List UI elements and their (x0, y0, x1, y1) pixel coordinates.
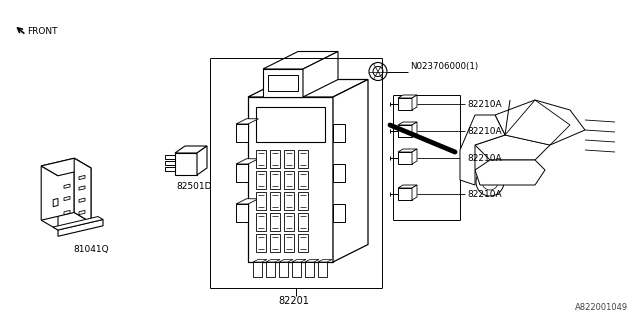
Polygon shape (460, 115, 505, 185)
Polygon shape (412, 185, 417, 200)
Polygon shape (79, 175, 85, 180)
Polygon shape (333, 164, 345, 182)
Polygon shape (305, 262, 314, 277)
Polygon shape (236, 159, 259, 164)
Polygon shape (236, 124, 248, 142)
Polygon shape (398, 95, 417, 98)
Polygon shape (298, 213, 308, 231)
Polygon shape (305, 260, 319, 262)
Polygon shape (333, 79, 368, 262)
Polygon shape (175, 153, 197, 175)
Polygon shape (263, 52, 338, 69)
Polygon shape (256, 213, 266, 231)
Polygon shape (270, 150, 280, 168)
Polygon shape (303, 52, 338, 97)
Polygon shape (412, 122, 417, 137)
Polygon shape (248, 79, 368, 97)
Polygon shape (165, 161, 175, 165)
Polygon shape (266, 262, 275, 277)
Polygon shape (79, 211, 85, 215)
Polygon shape (318, 260, 332, 262)
Polygon shape (79, 198, 85, 202)
Polygon shape (197, 146, 207, 175)
Polygon shape (253, 260, 267, 262)
Polygon shape (298, 150, 308, 168)
Text: 81041Q: 81041Q (73, 245, 109, 254)
Polygon shape (412, 95, 417, 110)
Polygon shape (64, 211, 70, 215)
Polygon shape (398, 185, 417, 188)
Polygon shape (284, 234, 294, 252)
Polygon shape (398, 188, 412, 200)
Text: 82210A: 82210A (467, 127, 502, 136)
Polygon shape (412, 149, 417, 164)
Polygon shape (266, 260, 280, 262)
Polygon shape (292, 262, 301, 277)
Polygon shape (165, 155, 175, 159)
Polygon shape (74, 158, 91, 222)
Text: 82501D: 82501D (176, 182, 211, 191)
Polygon shape (256, 171, 266, 189)
Polygon shape (64, 184, 70, 188)
Polygon shape (270, 234, 280, 252)
Polygon shape (298, 192, 308, 210)
Polygon shape (236, 164, 248, 182)
Polygon shape (58, 220, 103, 236)
Polygon shape (398, 149, 417, 152)
Polygon shape (292, 260, 306, 262)
Text: FRONT: FRONT (27, 27, 58, 36)
Polygon shape (284, 213, 294, 231)
Polygon shape (279, 262, 288, 277)
Polygon shape (41, 158, 91, 176)
Text: A822001049: A822001049 (575, 303, 628, 312)
Polygon shape (248, 97, 333, 262)
Polygon shape (398, 122, 417, 125)
Polygon shape (495, 100, 585, 145)
Polygon shape (175, 146, 207, 153)
Polygon shape (236, 199, 259, 204)
Polygon shape (475, 160, 545, 185)
Polygon shape (333, 204, 345, 222)
Polygon shape (256, 234, 266, 252)
Polygon shape (256, 192, 266, 210)
Polygon shape (263, 69, 303, 97)
Polygon shape (318, 262, 327, 277)
Polygon shape (236, 119, 259, 124)
Text: 82210A: 82210A (467, 190, 502, 199)
Polygon shape (236, 204, 248, 222)
Polygon shape (53, 198, 58, 207)
Polygon shape (398, 98, 412, 110)
Polygon shape (253, 262, 262, 277)
Polygon shape (270, 192, 280, 210)
Polygon shape (41, 158, 74, 220)
Polygon shape (298, 171, 308, 189)
Polygon shape (475, 135, 550, 160)
Polygon shape (268, 75, 298, 91)
Polygon shape (398, 152, 412, 164)
Polygon shape (333, 124, 345, 142)
Polygon shape (64, 196, 70, 201)
Polygon shape (284, 192, 294, 210)
Text: 82210A: 82210A (467, 100, 502, 109)
Polygon shape (165, 167, 175, 171)
Polygon shape (270, 213, 280, 231)
Polygon shape (279, 260, 293, 262)
Text: 82201: 82201 (278, 296, 309, 306)
Polygon shape (398, 125, 412, 137)
Polygon shape (58, 168, 91, 230)
Polygon shape (256, 150, 266, 168)
Polygon shape (270, 171, 280, 189)
Polygon shape (284, 171, 294, 189)
Polygon shape (505, 100, 570, 145)
Polygon shape (298, 234, 308, 252)
Polygon shape (53, 217, 103, 230)
Polygon shape (256, 107, 325, 142)
Polygon shape (79, 186, 85, 190)
Text: 82210A: 82210A (467, 154, 502, 163)
Text: N023706000(1): N023706000(1) (410, 62, 478, 71)
Polygon shape (284, 150, 294, 168)
